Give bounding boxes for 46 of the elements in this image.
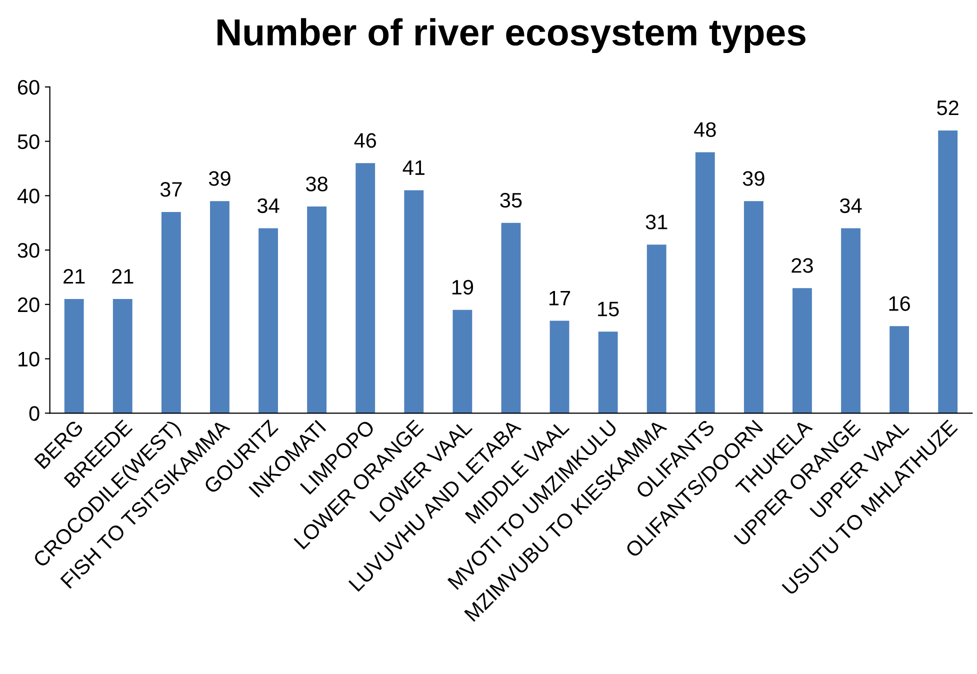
bar — [695, 152, 715, 414]
data-label: 31 — [646, 214, 668, 230]
data-label: 52 — [937, 100, 958, 116]
data-label: 19 — [452, 280, 474, 295]
bar — [210, 201, 230, 414]
data-label: 48 — [694, 122, 716, 137]
y-tick-label: 40 — [17, 188, 40, 204]
bar — [792, 288, 812, 414]
bar — [112, 298, 132, 414]
data-label: 21 — [112, 269, 134, 284]
bar — [501, 222, 521, 414]
data-label: 34 — [257, 198, 280, 214]
y-tick-label: 0 — [29, 406, 40, 421]
data-label: 21 — [64, 269, 85, 284]
data-label: 39 — [208, 171, 230, 186]
data-label: 35 — [500, 192, 522, 208]
bar — [452, 310, 472, 414]
data-label: 15 — [598, 302, 619, 316]
bar — [550, 320, 570, 414]
bar — [744, 201, 764, 414]
bar — [307, 206, 327, 414]
bar — [161, 212, 181, 414]
y-tick-label: 20 — [18, 297, 40, 312]
data-label: 17 — [550, 290, 570, 306]
y-tick-label: 30 — [18, 243, 40, 258]
y-tick-label: 60 — [18, 80, 40, 95]
bar — [356, 163, 376, 414]
y-tick-label: 10 — [18, 352, 40, 367]
data-label: 37 — [160, 182, 182, 197]
bar — [646, 244, 666, 414]
bar — [258, 228, 278, 414]
data-label: 38 — [306, 176, 328, 192]
chart-title: Number of river ecosystem types — [218, 18, 806, 54]
data-label: 46 — [354, 133, 376, 148]
bar — [404, 190, 424, 414]
bar — [841, 228, 860, 414]
bar — [890, 326, 910, 414]
data-label: 39 — [742, 171, 764, 186]
bar — [598, 332, 618, 414]
bar — [938, 130, 958, 414]
bar — [64, 298, 84, 414]
data-label: 34 — [840, 198, 862, 214]
data-label: 41 — [402, 160, 424, 175]
data-label: 16 — [889, 296, 910, 311]
data-label: 23 — [792, 258, 813, 273]
y-tick-label: 50 — [18, 134, 40, 150]
